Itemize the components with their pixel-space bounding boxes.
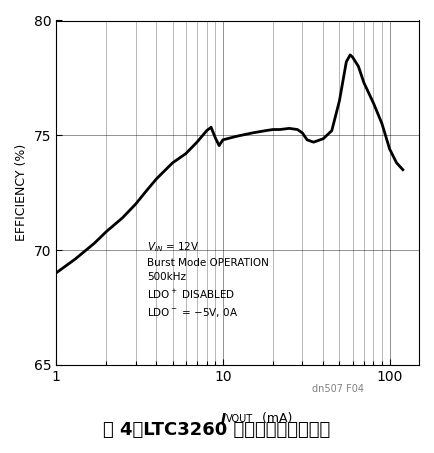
Text: VOUT: VOUT — [226, 414, 253, 424]
Y-axis label: EFFICIENCY (%): EFFICIENCY (%) — [15, 144, 28, 241]
Text: $V_{IN}$ = 12V
Burst Mode OPERATION
500kHz
LDO$^+$ D​ISABLED
LDO$^-$ = −5V, 0A: $V_{IN}$ = 12V Burst Mode OPERATION 500k… — [147, 241, 269, 319]
Text: dn507 F04: dn507 F04 — [312, 384, 365, 394]
Text: I: I — [220, 412, 226, 426]
Text: (mA): (mA) — [258, 412, 293, 425]
Text: 图 4：LTC3260 突发模式操作的效率: 图 4：LTC3260 突发模式操作的效率 — [103, 421, 331, 439]
